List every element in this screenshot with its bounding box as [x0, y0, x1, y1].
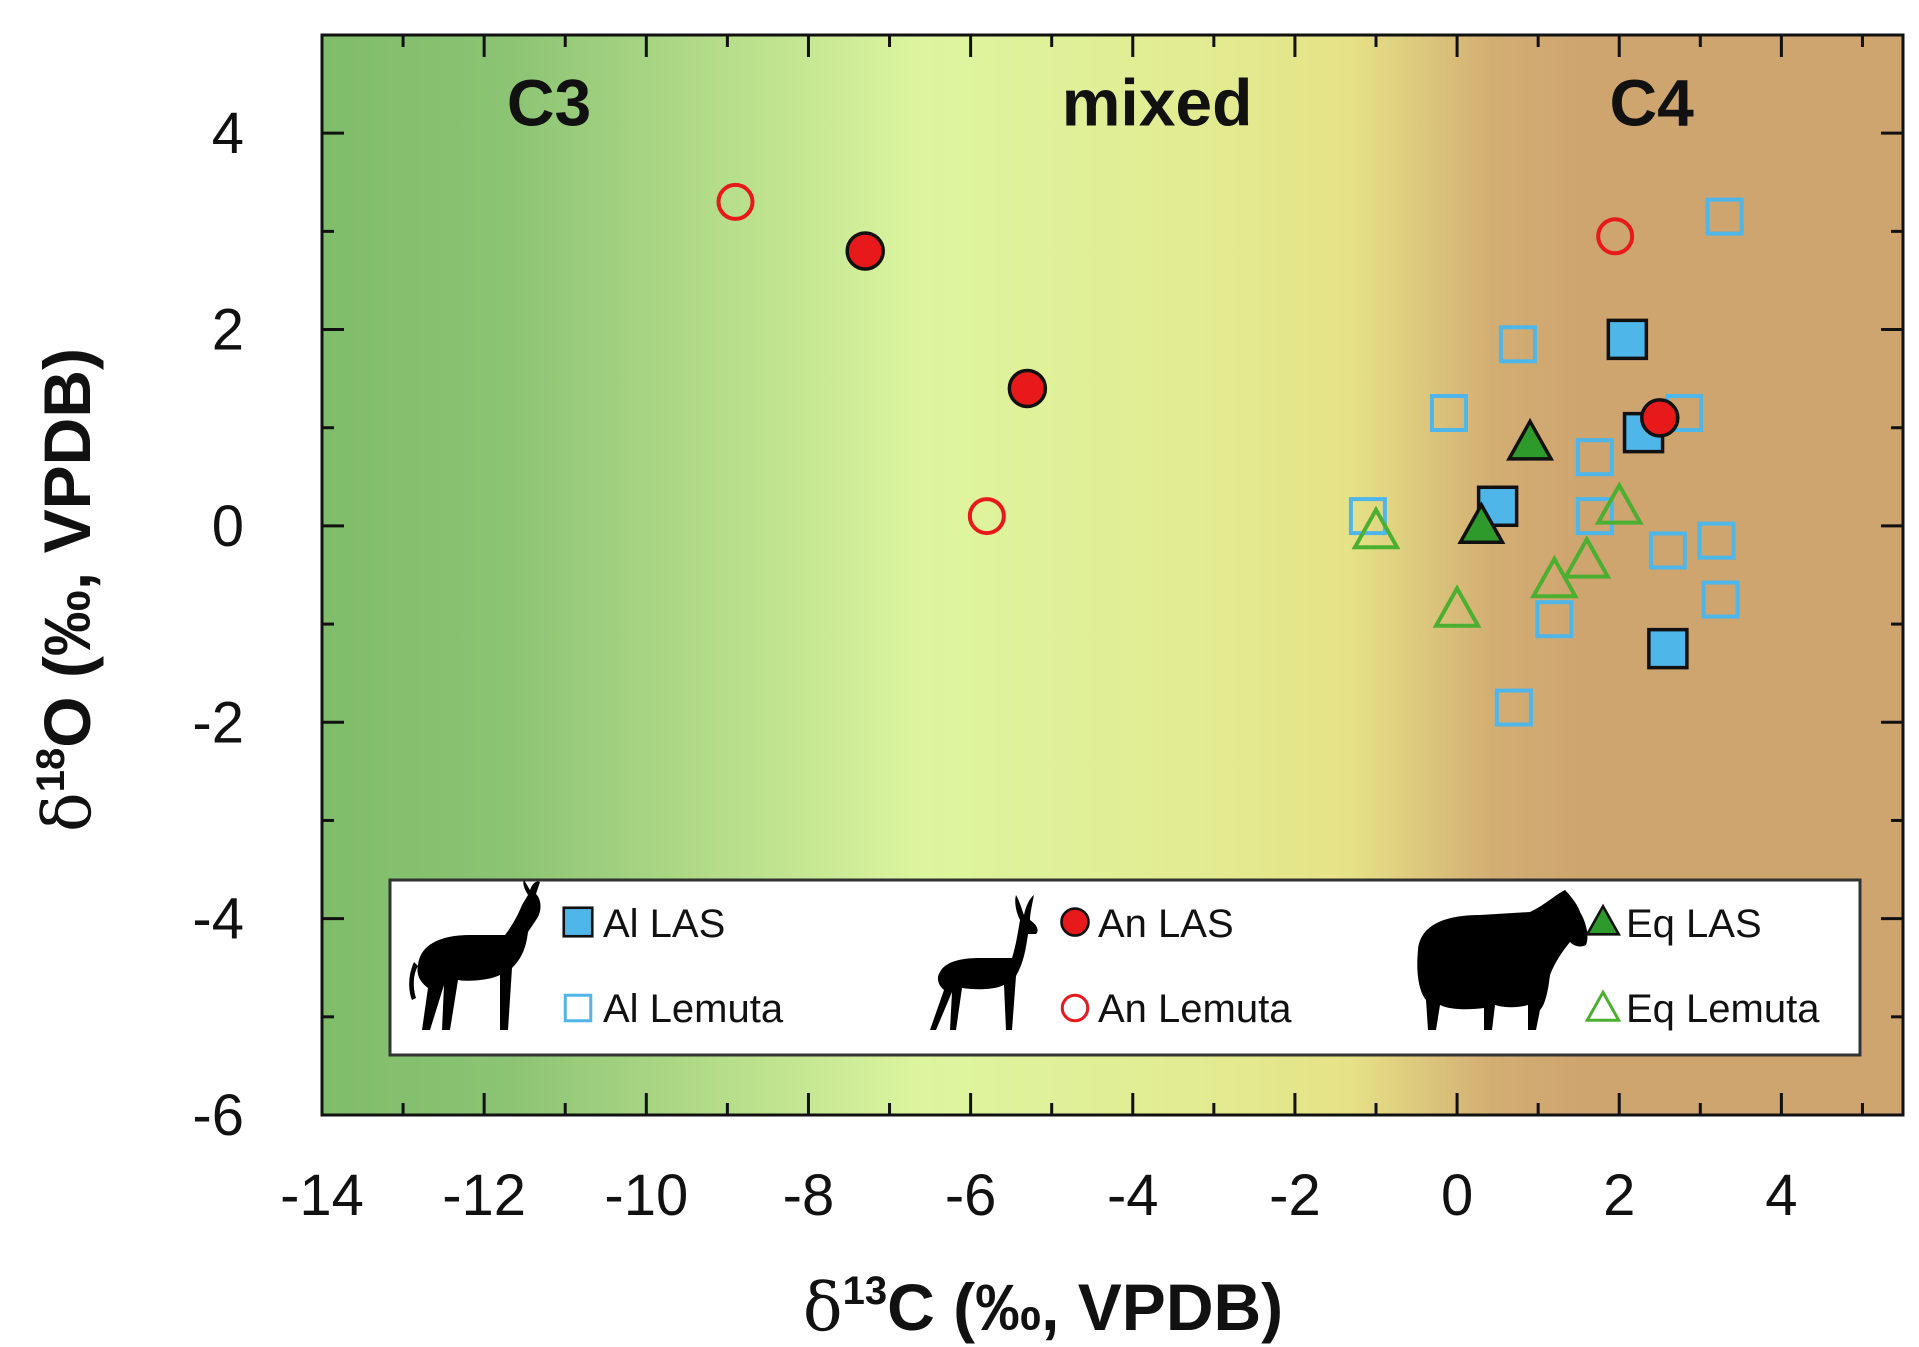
legend-marker-eq-las: [1585, 903, 1621, 936]
x-axis-label: δ13C (‰, VPDB): [803, 1269, 1283, 1346]
x-tick-label: 0: [1441, 1163, 1473, 1228]
point-eq-lemuta: [1432, 584, 1482, 628]
point-al-las: [1647, 627, 1689, 670]
legend-box: [388, 878, 1862, 1057]
data-points: [716, 182, 1744, 727]
x-tick-label: -10: [604, 1163, 688, 1228]
region-label-c4: C4: [1609, 66, 1694, 140]
legend-marker-al-lemuta: [563, 993, 593, 1023]
x-tick-label: -8: [783, 1163, 835, 1228]
x-tick-label: 2: [1603, 1163, 1635, 1228]
point-al-las: [1476, 485, 1519, 528]
point-an-las: [1640, 398, 1680, 438]
x-tick-label: -2: [1269, 1163, 1321, 1228]
point-al-lemuta: [1697, 521, 1736, 560]
point-an-lemuta: [1596, 217, 1635, 256]
point-al-lemuta: [1701, 580, 1740, 619]
legend-label-al-lemuta: Al Lemuta: [603, 987, 784, 1031]
legend-marker-al-las: [562, 906, 594, 938]
x-tick-label: -14: [280, 1163, 364, 1228]
point-al-lemuta: [1498, 325, 1537, 364]
point-eq-lemuta: [1594, 481, 1644, 525]
x-tick-label: -6: [945, 1163, 997, 1228]
x-tick-label: -4: [1107, 1163, 1159, 1228]
point-al-lemuta: [1494, 688, 1533, 727]
point-al-lemuta: [1575, 438, 1614, 477]
point-eq-lemuta: [1529, 554, 1579, 599]
axis-ticks: [320, 35, 1903, 1117]
region-label-c3: C3: [507, 66, 591, 140]
point-eq-lemuta: [1351, 505, 1401, 550]
legend-marker-an-lemuta: [1060, 993, 1090, 1023]
point-eq-las: [1457, 501, 1506, 545]
y-tick-label: -2: [192, 690, 244, 755]
y-tick-label: 0: [212, 494, 244, 559]
point-al-lemuta: [1575, 497, 1614, 536]
point-al-lemuta: [1535, 600, 1574, 639]
legend: Al LAS Al Lemuta An LAS An Lemuta Eq LAS…: [388, 878, 1862, 1057]
y-tick-label: 4: [212, 101, 244, 166]
legend-markers: [562, 903, 1622, 1023]
region-labels: C3 mixed C4: [507, 66, 1694, 140]
legend-label-eq-las: Eq LAS: [1626, 902, 1762, 946]
point-al-lemuta: [1348, 497, 1387, 536]
point-al-las: [1606, 318, 1649, 361]
point-eq-las: [1506, 417, 1555, 461]
region-label-mixed: mixed: [1062, 66, 1253, 140]
point-al-lemuta: [1429, 394, 1468, 432]
point-an-lemuta: [967, 497, 1006, 536]
legend-label-an-lemuta: An Lemuta: [1098, 987, 1292, 1031]
plot-frame: [320, 33, 1905, 1117]
legend-label-an-las: An LAS: [1098, 902, 1234, 946]
point-an-las: [845, 231, 885, 271]
x-tick-label: -12: [442, 1163, 526, 1228]
point-an-las: [1007, 368, 1048, 409]
y-tick-label: -4: [192, 887, 244, 952]
point-an-lemuta: [716, 182, 755, 221]
legend-label-al-las: Al LAS: [603, 902, 725, 946]
x-tick-label: 4: [1765, 1163, 1797, 1228]
gazelle-silhouette-icon: [930, 895, 1038, 1030]
legend-marker-an-las: [1060, 907, 1090, 937]
legend-marker-eq-lemuta: [1584, 989, 1622, 1022]
y-tick-label: 2: [212, 298, 244, 363]
antelope-silhouette-icon: [409, 880, 541, 1030]
y-axis-label: δ18O (‰, VPDB): [29, 348, 106, 832]
point-al-lemuta: [1705, 197, 1744, 236]
y-tick-labels: -6 -4 -2 0 2 4: [192, 101, 244, 1148]
point-eq-lemuta: [1562, 535, 1612, 579]
y-tick-label: -6: [192, 1083, 244, 1148]
zebra-silhouette-icon: [1417, 890, 1588, 1030]
legend-label-eq-lemuta: Eq Lemuta: [1626, 987, 1820, 1031]
point-al-lemuta: [1648, 531, 1687, 570]
x-tick-labels: -14 -12 -10 -8 -6 -4 -2 0 2 4: [280, 1163, 1797, 1228]
